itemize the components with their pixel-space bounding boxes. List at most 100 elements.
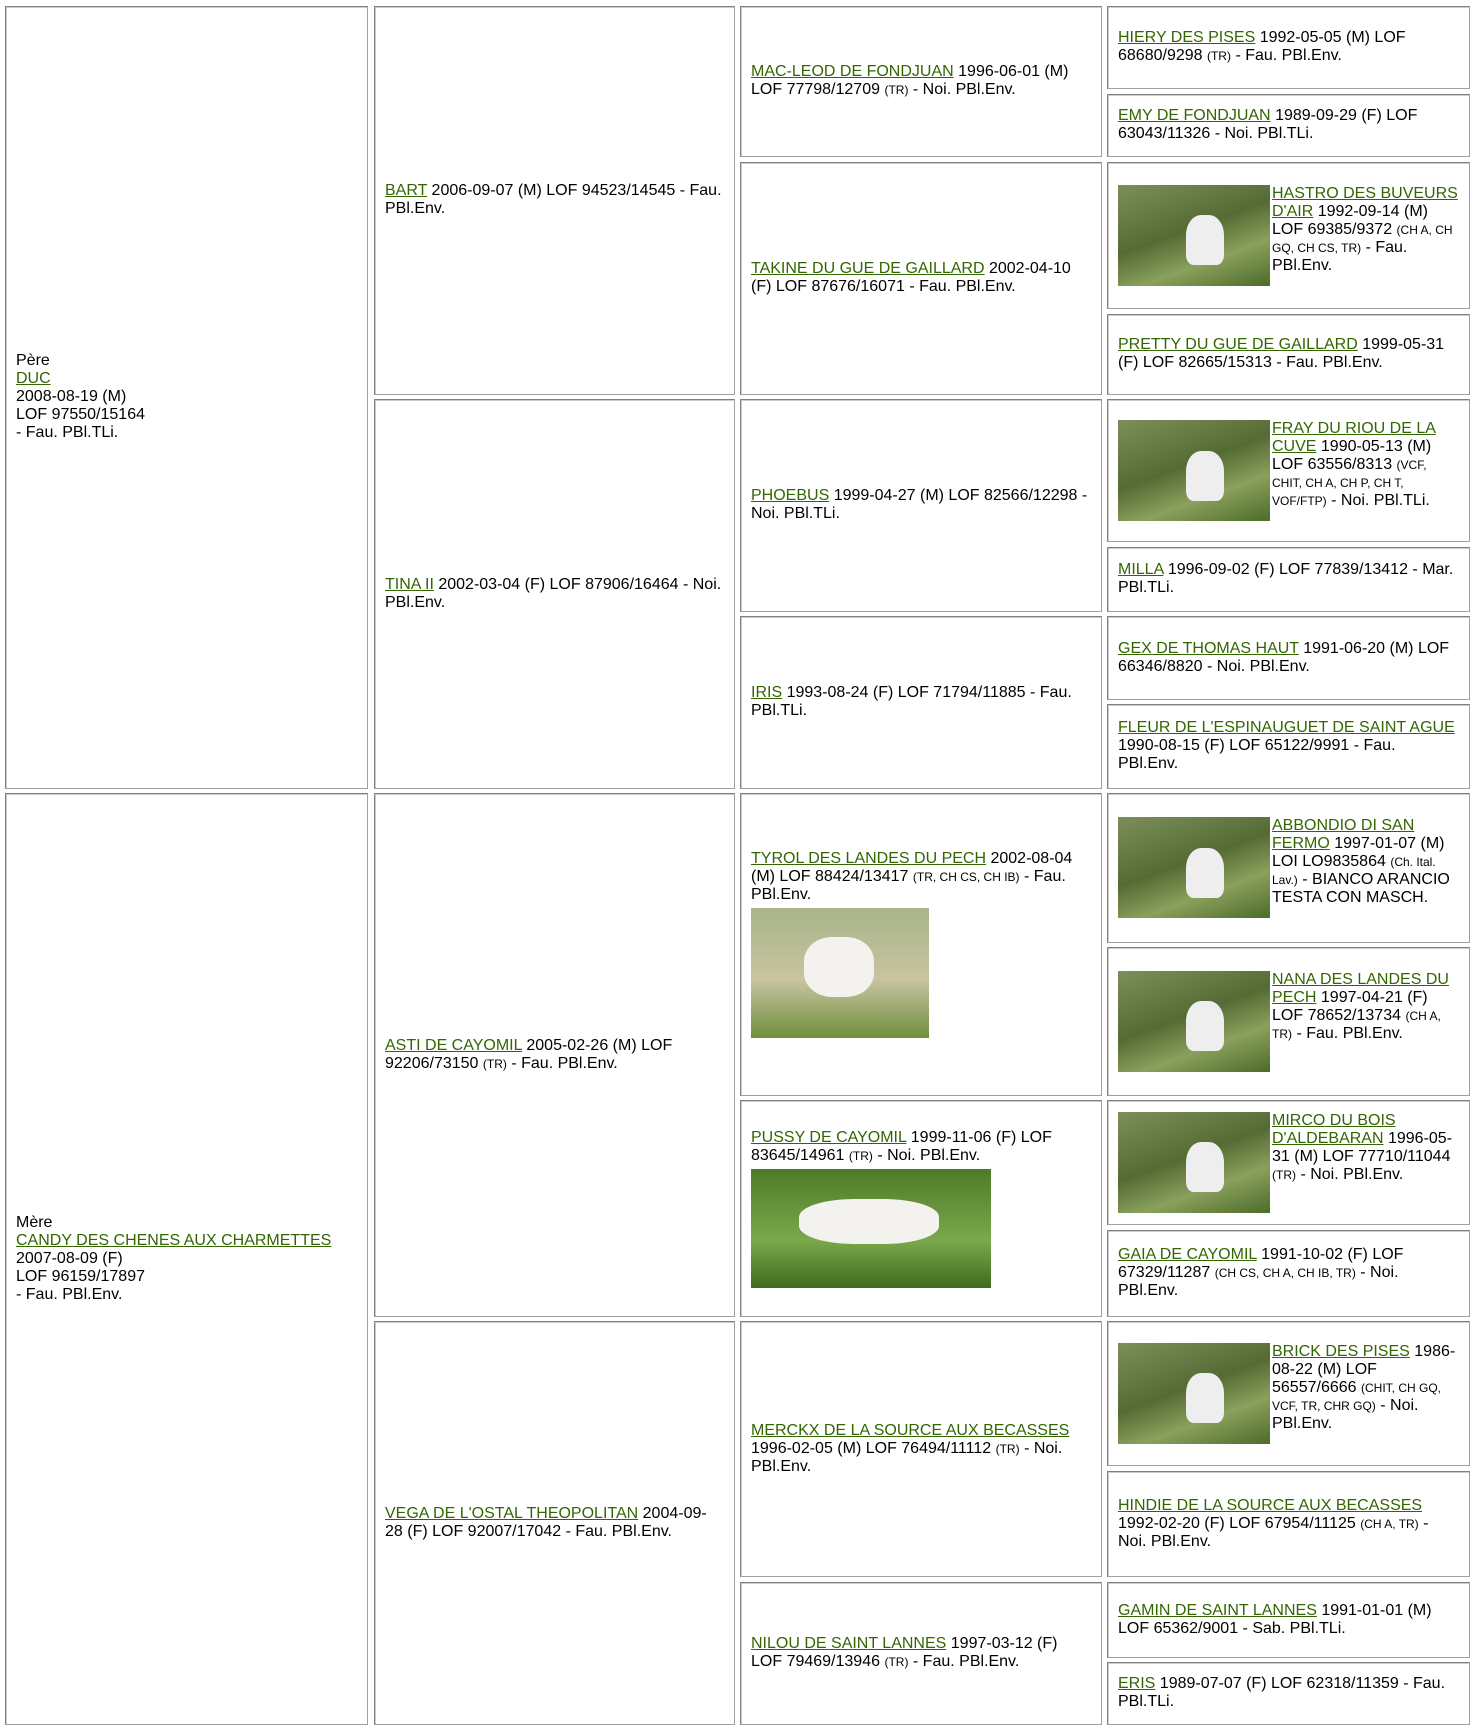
dog-color: - Fau. PBl.Env. xyxy=(1272,238,1408,274)
dog-name-link[interactable]: ABBONDIO DI SAN FERMO xyxy=(1272,817,1415,853)
cell-content: Père DUC 2008-08-19 (M) LOF 97550/15164- Fa… xyxy=(16,352,357,442)
dog-info: 2006-09-07 (M) LOF 94523/14545 xyxy=(431,182,676,200)
dog-color: - Fau. PBl.Env. xyxy=(511,1054,618,1072)
dog-color: - Noi. PBl.Env. xyxy=(1206,657,1310,675)
dog-info: 1997-04-21 (F) LOF 78652/13734 xyxy=(1272,988,1428,1024)
cell-content: PRETTY DU GUE DE GAILLARD 1999-05-31 (F)… xyxy=(1118,336,1459,372)
dog-titles: (Ch. Ital. Lav.) xyxy=(1272,855,1436,888)
info-line: LOF 97550/15164 xyxy=(16,406,145,424)
dog-titles: (TR) xyxy=(884,1655,909,1670)
dog-name-link[interactable]: NANA DES LANDES DU PECH xyxy=(1272,970,1449,1006)
pedigree-cell: TINA II 2002-03-04 (F) LOF 87906/16464 -… xyxy=(374,399,735,789)
pedigree-cell: GAIA DE CAYOMIL 1991-10-02 (F) LOF 67329… xyxy=(1107,1229,1470,1317)
dog-titles: (CH A, CH GQ, CH CS, TR) xyxy=(1272,222,1453,255)
cell-content: TAKINE DU GUE DE GAILLARD 2002-04-10 (F)… xyxy=(751,260,1091,296)
pedigree-cell: MAC-LEOD DE FONDJUAN 1996-06-01 (M) LOF … xyxy=(740,5,1102,158)
dog-name-link[interactable]: TYROL DES LANDES DU PECH xyxy=(751,850,987,868)
dog-info: 1990-08-15 (F) LOF 65122/9991 xyxy=(1118,737,1350,755)
dog-titles: (TR) xyxy=(1206,49,1231,64)
dog-photo xyxy=(751,1168,991,1288)
pedigree-cell: EMY DE FONDJUAN 1989-09-29 (F) LOF 63043… xyxy=(1107,93,1470,158)
dog-name-link[interactable]: PHOEBUS xyxy=(751,487,830,505)
dog-name-link[interactable]: TINA II xyxy=(385,575,434,593)
dog-titles: (TR) xyxy=(995,1442,1020,1457)
dog-name-link[interactable]: MILLA xyxy=(1118,561,1164,579)
cell-content: NILOU DE SAINT LANNES 1997-03-12 (F) LOF… xyxy=(751,1635,1091,1671)
dog-name-link[interactable]: MAC-LEOD DE FONDJUAN xyxy=(751,63,954,81)
dog-name-link[interactable]: GAMIN DE SAINT LANNES xyxy=(1118,1601,1317,1619)
cell-content: MIRCO DU BOIS D'ALDEBARAN 1996-05-31 (M)… xyxy=(1118,1112,1459,1214)
cell-content: GEX DE THOMAS HAUT 1991-06-20 (M) LOF 66… xyxy=(1118,640,1459,676)
dog-info: 2004-09-28 (F) LOF 92007/17042 xyxy=(385,1504,707,1540)
pedigree-cell: HIERY DES PISES 1992-05-05 (M) LOF 68680… xyxy=(1107,5,1470,90)
cell-content: Mère CANDY DES CHENES AUX CHARMETTES 2007-… xyxy=(16,1214,357,1304)
dog-info: 1997-01-07 (M) LOI LO9835864 xyxy=(1272,835,1445,871)
dog-info: 1990-05-13 (M) LOF 63556/8313 xyxy=(1272,438,1432,474)
pedigree-cell: MIRCO DU BOIS D'ALDEBARAN 1996-05-31 (M)… xyxy=(1107,1100,1470,1226)
dog-name-link[interactable]: CANDY DES CHENES AUX CHARMETTES xyxy=(16,1231,332,1249)
dog-info: 1986-08-22 (M) LOF 56557/6666 xyxy=(1272,1343,1456,1397)
dog-info: 1992-02-20 (F) LOF 67954/11125 xyxy=(1118,1515,1356,1533)
pedigree-cell: ASTI DE CAYOMIL 2005-02-26 (M) LOF 92206… xyxy=(374,793,735,1317)
cell-content: ASTI DE CAYOMIL 2005-02-26 (M) LOF 92206… xyxy=(385,1037,724,1073)
pedigree-cell: Père DUC 2008-08-19 (M) LOF 97550/15164- Fa… xyxy=(5,5,368,789)
dog-color: - Fau. PBl.Env. xyxy=(565,1522,672,1540)
pedigree-cell: ERIS 1989-07-07 (F) LOF 62318/11359 - Fa… xyxy=(1107,1662,1470,1725)
dog-name-link[interactable]: PUSSY DE CAYOMIL xyxy=(751,1128,907,1146)
cell-content: BRICK DES PISES 1986-08-22 (M) LOF 56557… xyxy=(1118,1343,1459,1445)
dog-info: 1996-05-31 (M) LOF 77710/11044 xyxy=(1272,1130,1453,1166)
dog-name-link[interactable]: ERIS xyxy=(1118,1675,1156,1693)
dog-name-link[interactable]: GEX DE THOMAS HAUT xyxy=(1118,639,1299,657)
dog-color: - Fau. PBl.Env. xyxy=(751,868,1066,904)
dog-color: - Noi. PBl.TLi. xyxy=(751,487,1088,523)
dog-info: 1991-01-01 (M) LOF 65362/9001 xyxy=(1118,1601,1432,1637)
pedigree-cell: GEX DE THOMAS HAUT 1991-06-20 (M) LOF 66… xyxy=(1107,616,1470,700)
dog-name-link[interactable]: TAKINE DU GUE DE GAILLARD xyxy=(751,260,985,278)
dog-info: 1996-06-01 (M) LOF 77798/12709 xyxy=(751,63,1069,99)
dog-info: 1989-07-07 (F) LOF 62318/11359 xyxy=(1159,1675,1399,1693)
cell-content: PHOEBUS 1999-04-27 (M) LOF 82566/12298 -… xyxy=(751,487,1091,523)
cell-content: MERCKX DE LA SOURCE AUX BECASSES 1996-02… xyxy=(751,1422,1091,1476)
dog-info: 1997-03-12 (F) LOF 79469/13946 xyxy=(751,1635,1058,1671)
pedigree-cell: BART 2006-09-07 (M) LOF 94523/14545 - Fa… xyxy=(374,5,735,395)
pedigree-cell: PUSSY DE CAYOMIL 1999-11-06 (F) LOF 8364… xyxy=(740,1100,1102,1317)
cell-content: MAC-LEOD DE FONDJUAN 1996-06-01 (M) LOF … xyxy=(751,63,1091,99)
dog-photo xyxy=(1118,970,1270,1072)
dog-name-link[interactable]: MIRCO DU BOIS D'ALDEBARAN xyxy=(1272,1112,1396,1148)
cell-content: FLEUR DE L'ESPINAUGUET DE SAINT AGUE 199… xyxy=(1118,719,1459,773)
dog-color: - Fau. PBl.Env. xyxy=(1276,354,1383,372)
dog-name-link[interactable]: HIERY DES PISES xyxy=(1118,29,1256,47)
dog-name-link[interactable]: BART xyxy=(385,182,428,200)
dog-titles: (TR) xyxy=(884,83,909,98)
dog-name-link[interactable]: IRIS xyxy=(751,684,783,702)
pedigree-cell: FRAY DU RIOU DE LA CUVE 1990-05-13 (M) L… xyxy=(1107,399,1470,543)
name-line: DUC xyxy=(16,370,357,388)
dog-name-link[interactable]: HINDIE DE LA SOURCE AUX BECASSES xyxy=(1118,1497,1423,1515)
dog-name-link[interactable]: NILOU DE SAINT LANNES xyxy=(751,1635,947,1653)
cell-content: VEGA DE L'OSTAL THEOPOLITAN 2004-09-28 (… xyxy=(385,1505,724,1541)
info-line: 2007-08-09 (F) xyxy=(16,1249,123,1267)
dog-color: - Mar. PBl.TLi. xyxy=(1118,561,1454,597)
dog-name-link[interactable]: EMY DE FONDJUAN xyxy=(1118,107,1271,125)
pedigree-cell: VEGA DE L'OSTAL THEOPOLITAN 2004-09-28 (… xyxy=(374,1321,735,1725)
dog-name-link[interactable]: GAIA DE CAYOMIL xyxy=(1118,1246,1257,1264)
dog-color: - BIANCO ARANCIO TESTA CON MASCH. xyxy=(1272,871,1450,907)
dog-color: - Fau. PBl.Env. xyxy=(1118,737,1396,773)
dog-name-link[interactable]: DUC xyxy=(16,370,51,388)
dog-name-link[interactable]: VEGA DE L'OSTAL THEOPOLITAN xyxy=(385,1504,639,1522)
dog-name-link[interactable]: BRICK DES PISES xyxy=(1272,1343,1410,1361)
dog-name-link[interactable]: ASTI DE CAYOMIL xyxy=(385,1036,522,1054)
dog-name-link[interactable]: FRAY DU RIOU DE LA CUVE xyxy=(1272,420,1436,456)
dog-titles: (CH A, TR) xyxy=(1272,1008,1441,1041)
dog-name-link[interactable]: HASTRO DES BUVEURS D'AIR xyxy=(1272,184,1458,220)
dog-color: - Noi. PBl.Env. xyxy=(385,575,722,611)
dog-name-link[interactable]: MERCKX DE LA SOURCE AUX BECASSES xyxy=(751,1422,1070,1440)
cell-content: HINDIE DE LA SOURCE AUX BECASSES 1992-02… xyxy=(1118,1497,1459,1551)
dog-name-link[interactable]: FLEUR DE L'ESPINAUGUET DE SAINT AGUE xyxy=(1118,719,1455,737)
dog-name-link[interactable]: PRETTY DU GUE DE GAILLARD xyxy=(1118,336,1358,354)
dog-photo xyxy=(1118,1343,1270,1445)
dog-photo xyxy=(1118,184,1270,286)
info-line: 2008-08-19 (M) xyxy=(16,388,127,406)
dog-color: - Noi. PBl.Env. xyxy=(912,81,1016,99)
pedigree-cell: GAMIN DE SAINT LANNES 1991-01-01 (M) LOF… xyxy=(1107,1581,1470,1658)
